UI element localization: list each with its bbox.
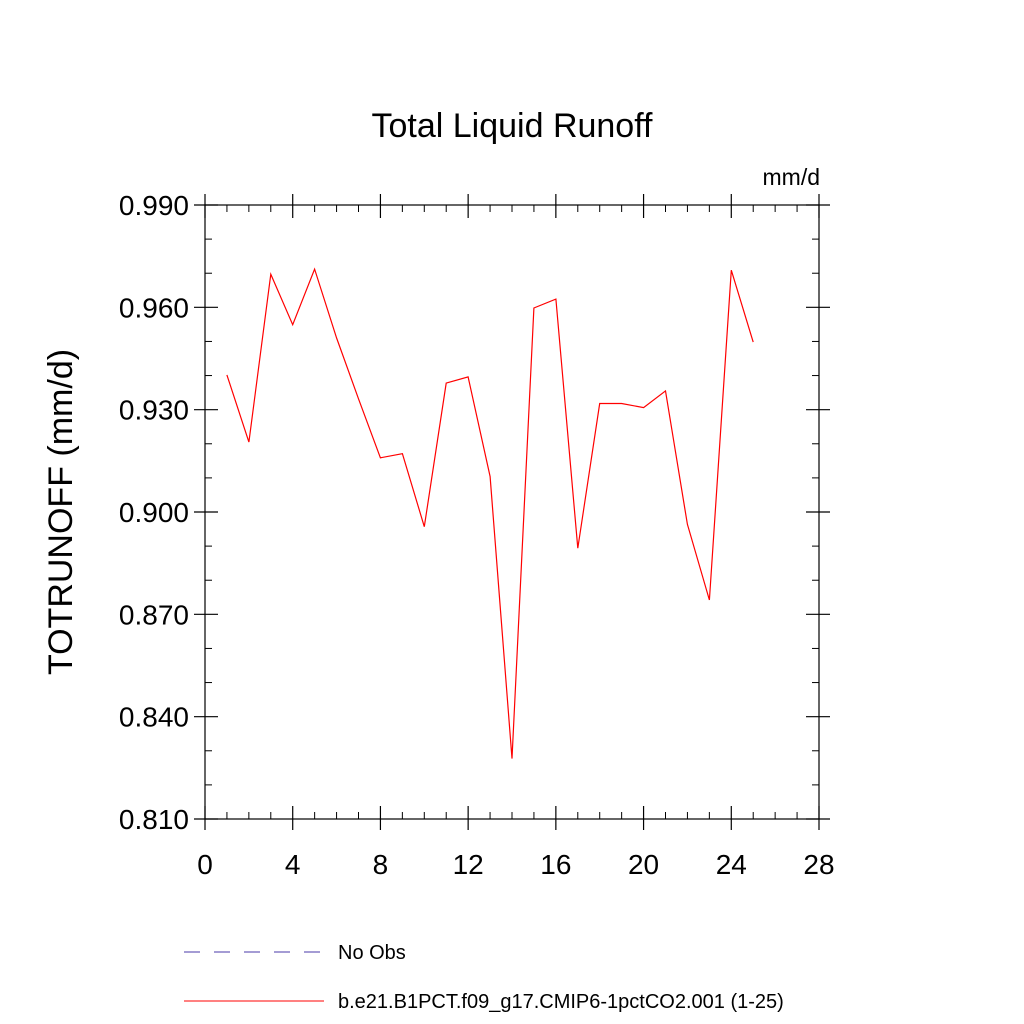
x-tick-label: 8 — [373, 849, 389, 880]
y-tick-label: 0.990 — [119, 190, 189, 221]
x-tick-label: 20 — [628, 849, 659, 880]
y-tick-label: 0.810 — [119, 804, 189, 835]
legend-label: b.e21.B1PCT.f09_g17.CMIP6-1pctCO2.001 (1… — [338, 991, 784, 1013]
y-tick-label: 0.840 — [119, 702, 189, 733]
legend: No Obs b.e21.B1PCT.f09_g17.CMIP6-1pctCO2.… — [184, 942, 784, 1013]
x-tick-label: 0 — [197, 849, 213, 880]
y-axis-ticks: 0.810 0.840 0.870 0.900 0.930 0.960 0.990 — [119, 190, 830, 835]
x-tick-label: 4 — [285, 849, 301, 880]
chart-title: Total Liquid Runoff — [371, 107, 653, 145]
series-layer — [226, 267, 754, 759]
x-axis-ticks: 0 4 8 12 16 20 24 28 — [197, 194, 835, 880]
units-label: mm/d — [763, 164, 821, 190]
x-tick-label: 28 — [803, 849, 834, 880]
y-tick-label: 0.960 — [119, 292, 189, 323]
y-axis-label: TOTRUNOFF (mm/d) — [42, 349, 80, 675]
series-line — [226, 267, 754, 759]
y-tick-label: 0.930 — [119, 395, 189, 426]
legend-label: No Obs — [338, 942, 406, 964]
y-tick-label: 0.870 — [119, 599, 189, 630]
x-tick-label: 16 — [540, 849, 571, 880]
y-tick-label: 0.900 — [119, 497, 189, 528]
x-tick-label: 12 — [453, 849, 484, 880]
plot-frame — [204, 204, 820, 820]
x-tick-label: 24 — [716, 849, 747, 880]
